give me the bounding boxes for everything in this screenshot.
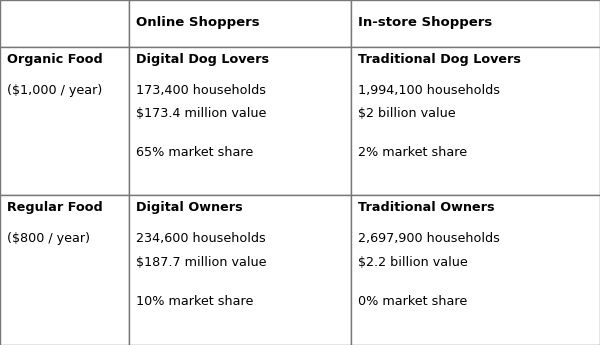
Text: $173.4 million value: $173.4 million value xyxy=(136,107,266,120)
Text: In-store Shoppers: In-store Shoppers xyxy=(358,16,493,29)
Text: 234,600 households: 234,600 households xyxy=(136,232,266,245)
Bar xyxy=(351,47,600,195)
Text: Digital Owners: Digital Owners xyxy=(136,201,243,214)
Text: 65% market share: 65% market share xyxy=(136,146,253,159)
Text: $2 billion value: $2 billion value xyxy=(358,107,456,120)
Text: Digital Dog Lovers: Digital Dog Lovers xyxy=(136,53,269,66)
Text: Organic Food: Organic Food xyxy=(7,53,103,66)
Text: Regular Food: Regular Food xyxy=(7,201,103,214)
Text: $187.7 million value: $187.7 million value xyxy=(136,256,267,269)
Text: 2% market share: 2% market share xyxy=(358,146,467,159)
Text: 1,994,100 households: 1,994,100 households xyxy=(358,84,500,97)
Bar xyxy=(129,47,351,195)
Text: 0% market share: 0% market share xyxy=(358,295,467,308)
Bar xyxy=(0,0,129,47)
Text: $2.2 billion value: $2.2 billion value xyxy=(358,256,468,269)
Text: 173,400 households: 173,400 households xyxy=(136,84,266,97)
Bar xyxy=(129,195,351,345)
Bar xyxy=(351,0,600,47)
Text: ($800 / year): ($800 / year) xyxy=(7,232,90,245)
Bar xyxy=(0,47,129,195)
Bar xyxy=(351,195,600,345)
Text: 2,697,900 households: 2,697,900 households xyxy=(358,232,500,245)
Text: ($1,000 / year): ($1,000 / year) xyxy=(7,84,103,97)
Text: Online Shoppers: Online Shoppers xyxy=(136,16,260,29)
Text: 10% market share: 10% market share xyxy=(136,295,254,308)
Text: Traditional Dog Lovers: Traditional Dog Lovers xyxy=(358,53,521,66)
Bar xyxy=(0,195,129,345)
Text: Traditional Owners: Traditional Owners xyxy=(358,201,494,214)
Bar xyxy=(129,0,351,47)
